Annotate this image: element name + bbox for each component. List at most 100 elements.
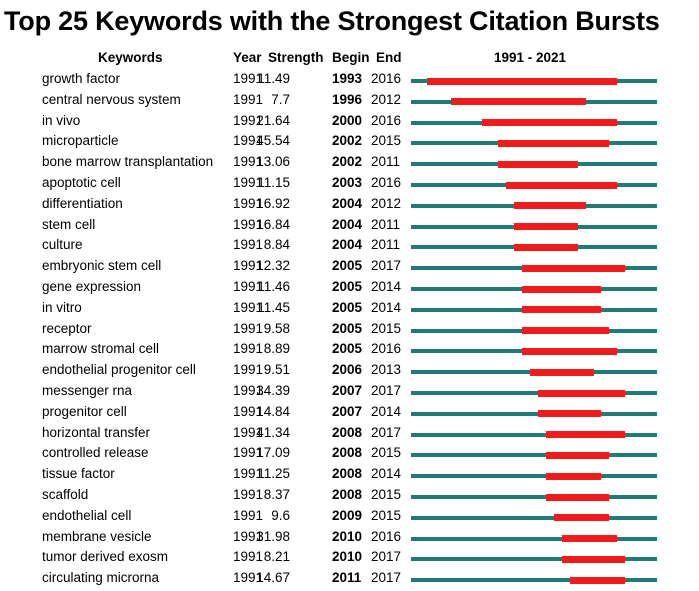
chart-title: Top 25 Keywords with the Strongest Citat… xyxy=(4,6,660,36)
keyword-cell: in vitro xyxy=(42,299,82,315)
table-row: endothelial cell 1991 9.6 2009 2015 xyxy=(0,507,699,528)
table-row: central nervous system 1991 7.7 1996 2012 xyxy=(0,91,699,112)
year-cell: 1991 xyxy=(233,424,264,440)
burst-bar xyxy=(514,202,586,210)
keyword-cell: bone marrow transplantation xyxy=(42,154,214,170)
burst-bar xyxy=(553,514,610,522)
year-cell: 1991 xyxy=(233,528,264,544)
year-cell: 1991 xyxy=(233,549,264,565)
begin-cell: 2010 xyxy=(332,528,363,544)
strength-cell: 11.45 xyxy=(257,299,290,315)
keyword-cell: scaffold xyxy=(42,487,89,502)
begin-cell: 2007 xyxy=(332,403,363,419)
end-cell: 2017 xyxy=(371,258,402,274)
strength-cell: 11.49 xyxy=(257,71,290,86)
begin-cell: 2004 xyxy=(332,216,363,232)
burst-bar xyxy=(522,264,626,272)
begin-cell: 2002 xyxy=(332,133,363,149)
keyword-cell: culture xyxy=(42,237,83,253)
begin-cell: 2009 xyxy=(332,507,363,523)
begin-cell: 2008 xyxy=(332,424,363,440)
table-row: endothelial progenitor cell 1991 9.51 2006 2… xyxy=(0,361,699,382)
strength-cell: 13.06 xyxy=(256,154,290,170)
timeline-track xyxy=(411,495,657,499)
keyword-cell: microparticle xyxy=(42,133,119,149)
year-cell: 1991 xyxy=(233,258,264,274)
table-row: controlled release 1991 17.09 2008 2015 xyxy=(0,444,699,465)
burst-bar xyxy=(545,451,610,459)
burst-bar xyxy=(514,223,578,231)
end-cell: 2015 xyxy=(371,445,402,461)
year-cell: 1991 xyxy=(233,112,264,128)
table-row: microparticle 1991 45.54 2002 2015 xyxy=(0,132,699,153)
strength-cell: 16.84 xyxy=(256,216,290,232)
year-cell: 1991 xyxy=(233,487,264,502)
burst-bar xyxy=(522,306,602,314)
begin-cell: 2005 xyxy=(332,341,363,357)
year-cell: 1991 xyxy=(233,320,264,336)
begin-cell: 2004 xyxy=(332,195,363,211)
table-row: embryonic stem cell 1991 12.32 2005 2017 xyxy=(0,257,699,278)
timeline-track xyxy=(411,557,657,562)
strength-cell: 41.34 xyxy=(256,424,290,440)
end-cell: 2016 xyxy=(371,341,402,357)
end-cell: 2017 xyxy=(371,549,402,565)
begin-cell: 2007 xyxy=(332,383,363,398)
begin-cell: 2008 xyxy=(332,487,363,502)
strength-cell: 9.6 xyxy=(271,507,290,523)
burst-bar xyxy=(514,243,578,251)
strength-cell: 7.7 xyxy=(271,91,290,107)
burst-bar xyxy=(498,160,578,168)
burst-bar xyxy=(426,77,618,85)
burst-bar xyxy=(561,555,626,563)
header-strength: Strength xyxy=(268,50,324,65)
keyword-cell: circulating microrna xyxy=(42,570,160,586)
year-cell: 1991 xyxy=(233,445,264,461)
end-cell: 2016 xyxy=(371,175,402,190)
end-cell: 2017 xyxy=(371,570,402,586)
table-row: apoptotic cell 1991 11.15 2003 2016 xyxy=(0,174,699,195)
strength-cell: 16.92 xyxy=(256,195,290,211)
strength-cell: 45.54 xyxy=(256,133,290,149)
strength-cell: 14.84 xyxy=(256,403,290,419)
keyword-cell: central nervous system xyxy=(42,91,181,107)
end-cell: 2011 xyxy=(371,216,401,232)
table-row: differentiation 1991 16.92 2004 2012 xyxy=(0,195,699,216)
year-cell: 1991 xyxy=(233,133,264,149)
timeline-track xyxy=(411,578,657,583)
strength-cell: 8.37 xyxy=(263,487,290,502)
year-cell: 1991 xyxy=(233,216,264,232)
table-row: membrane vesicle 1991 31.98 2010 2016 xyxy=(0,528,699,549)
keyword-cell: horizontal transfer xyxy=(42,424,151,440)
header-keywords: Keywords xyxy=(98,50,163,65)
table-row: culture 1991 8.84 2004 2011 xyxy=(0,236,699,257)
keyword-cell: endothelial cell xyxy=(42,507,132,523)
keyword-cell: gene expression xyxy=(42,279,142,294)
begin-cell: 2006 xyxy=(332,362,363,378)
keyword-cell: apoptotic cell xyxy=(42,175,121,190)
keyword-cell: receptor xyxy=(42,320,92,336)
begin-cell: 2010 xyxy=(332,549,363,565)
strength-cell: 9.51 xyxy=(263,362,290,378)
burst-bar xyxy=(545,472,602,480)
end-cell: 2014 xyxy=(371,466,402,482)
begin-cell: 1993 xyxy=(332,71,363,86)
table-row: in vitro 1991 11.45 2005 2014 xyxy=(0,299,699,320)
keyword-cell: embryonic stem cell xyxy=(42,258,162,274)
end-cell: 2015 xyxy=(371,487,402,502)
timeline-track xyxy=(411,411,657,416)
table-row: in vivo 1991 21.64 2000 2016 xyxy=(0,112,699,133)
table-row: scaffold 1991 8.37 2008 2015 xyxy=(0,486,699,507)
burst-bar xyxy=(498,139,610,147)
burst-bar xyxy=(530,368,594,376)
end-cell: 2017 xyxy=(371,383,402,398)
table-row: tumor derived exosm 1991 8.21 2010 2017 xyxy=(0,548,699,569)
end-cell: 2014 xyxy=(371,279,402,294)
header-begin: Begin xyxy=(332,50,370,65)
begin-cell: 2008 xyxy=(332,445,363,461)
end-cell: 2017 xyxy=(371,424,402,440)
keyword-cell: messenger rna xyxy=(42,383,133,398)
header-end: End xyxy=(376,50,402,65)
keyword-cell: differentiation xyxy=(42,195,123,211)
year-cell: 1991 xyxy=(233,403,264,419)
